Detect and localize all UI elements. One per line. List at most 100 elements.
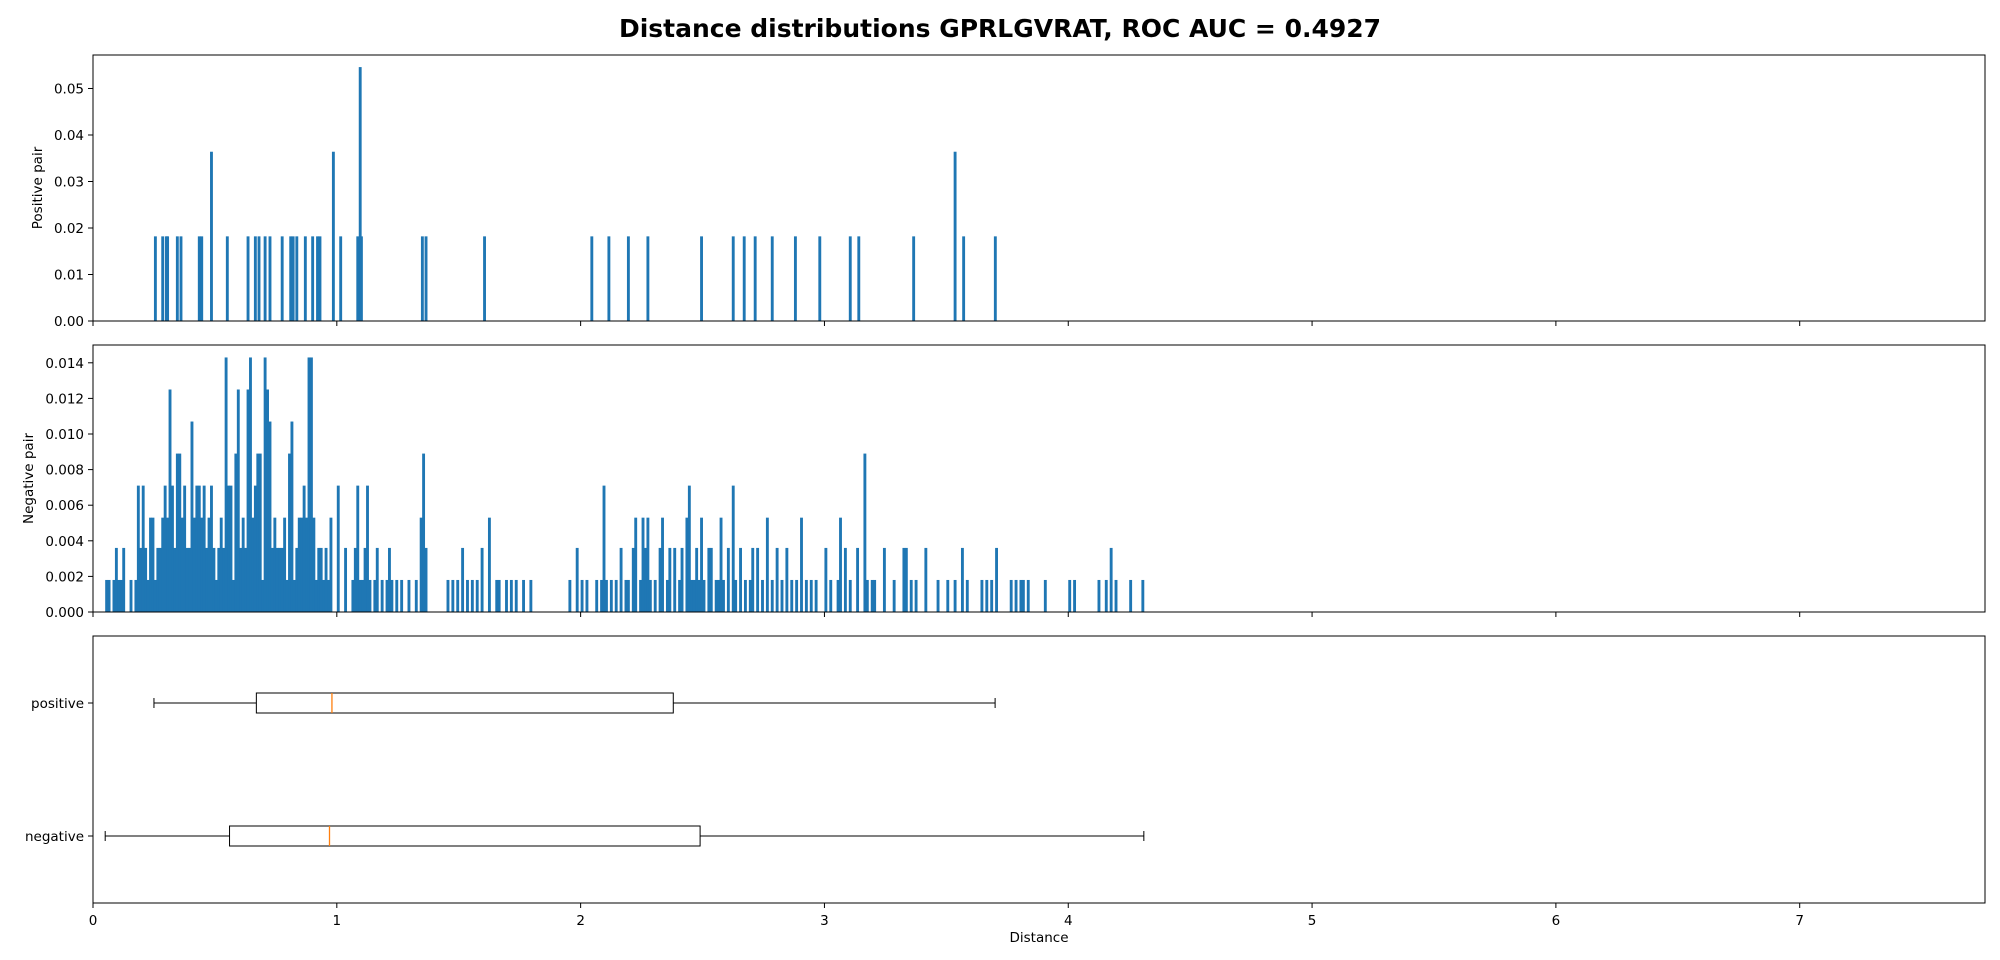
histogram-bar [156, 547, 160, 612]
histogram-bar [153, 579, 157, 612]
histogram-bar [902, 547, 906, 612]
y-tick-label: 0.014 [45, 356, 84, 372]
histogram-bar [790, 579, 794, 612]
histogram-bar [117, 579, 121, 612]
histogram-bar [366, 485, 369, 612]
histogram-bar [1097, 579, 1101, 612]
histogram-bar [390, 579, 394, 612]
histogram-bar [993, 236, 997, 321]
histogram-bar [141, 485, 145, 612]
histogram-bar [266, 389, 269, 612]
histogram-bar [668, 547, 672, 612]
histogram-bar [210, 151, 213, 321]
histogram-bar [414, 579, 418, 612]
histogram-bar [892, 579, 896, 612]
histogram-bar [1109, 547, 1113, 612]
histogram-bar [909, 579, 913, 612]
histogram-bar [924, 547, 928, 612]
histogram-bar [146, 579, 150, 612]
histogram-bar [753, 236, 757, 321]
histogram-bar [857, 236, 861, 321]
x-tick-label: 3 [820, 913, 829, 929]
histogram-bar [619, 547, 623, 612]
histogram-bar [483, 236, 486, 321]
histogram-bar [742, 236, 746, 321]
histogram-bar [609, 579, 613, 612]
histogram-bar [1104, 579, 1108, 612]
histogram-bar [641, 517, 645, 612]
histogram-bar [995, 547, 998, 612]
histogram-bar [487, 517, 491, 612]
histogram-bar [626, 236, 630, 321]
histogram-bar [865, 579, 869, 612]
axes-frame [92, 54, 1986, 322]
histogram-bar [290, 421, 294, 612]
histogram-bar [743, 579, 747, 612]
histogram-bar [324, 547, 328, 612]
histogram-bar [734, 579, 738, 612]
histogram-bar [497, 579, 501, 612]
histogram-bar [351, 579, 355, 612]
histogram-bar [780, 579, 784, 612]
histogram-bar [197, 236, 201, 321]
histogram-bar [246, 389, 250, 612]
histogram-bar [185, 547, 189, 612]
histogram-bar [470, 579, 474, 612]
histogram-bar [173, 547, 177, 612]
histogram-bar [311, 236, 315, 321]
histogram-bar [319, 547, 323, 612]
histogram-bar [953, 151, 957, 321]
histogram-bar [575, 547, 579, 612]
histogram-bar [217, 547, 221, 612]
histogram-bar [962, 236, 966, 321]
histogram-bar [475, 579, 479, 612]
histogram-bar [873, 579, 877, 612]
histogram-bar [1129, 579, 1133, 612]
histogram-bar [856, 547, 860, 612]
histogram-bar [297, 517, 301, 612]
histogram-bar [114, 547, 118, 612]
histogram-bar [283, 517, 287, 612]
histogram-bar [253, 236, 257, 321]
histogram-bar [192, 517, 196, 612]
histogram-bar [690, 579, 694, 612]
histogram-bar [270, 547, 274, 612]
histogram-bar [605, 579, 608, 612]
y-tick-label: 0.010 [45, 427, 84, 443]
histogram-bar [646, 517, 650, 612]
histogram-bar [936, 579, 940, 612]
histogram-bar [134, 579, 138, 612]
histogram-bar [707, 547, 711, 612]
histogram-bar [702, 579, 706, 612]
histogram-bar [863, 453, 867, 612]
histogram-bar [985, 579, 989, 612]
figure-title: Distance distributions GPRLGVRAT, ROC AU… [619, 14, 1381, 43]
histogram-bar [197, 485, 201, 612]
histogram-bar [590, 236, 594, 321]
histogram-bar [119, 579, 123, 612]
histogram-bar [451, 579, 455, 612]
histogram-bar [229, 485, 233, 612]
histogram-bar [1114, 579, 1118, 612]
histogram-bar [163, 485, 167, 612]
histogram-bar [380, 579, 384, 612]
histogram-bar [739, 547, 742, 612]
histogram-bar [644, 547, 647, 612]
x-tick-label: 6 [1552, 913, 1561, 929]
histogram-bar [234, 453, 238, 612]
x-tick-label: 1 [333, 913, 342, 929]
histogram-bar [585, 579, 589, 612]
histogram-bar [344, 547, 348, 612]
histogram-bar [385, 579, 389, 612]
histogram-bar [509, 579, 513, 612]
histogram-bar [309, 357, 313, 612]
histogram-bar [388, 547, 391, 612]
histogram-bar [336, 485, 340, 612]
histogram-bar [700, 236, 703, 321]
boxplot-panel: positive negative 0 1 2 3 4 5 6 7 Distance [25, 635, 1986, 946]
histogram-bar [207, 517, 211, 612]
histogram-bar [363, 547, 367, 612]
histogram-bar [756, 547, 760, 612]
histogram-bar [358, 579, 362, 612]
